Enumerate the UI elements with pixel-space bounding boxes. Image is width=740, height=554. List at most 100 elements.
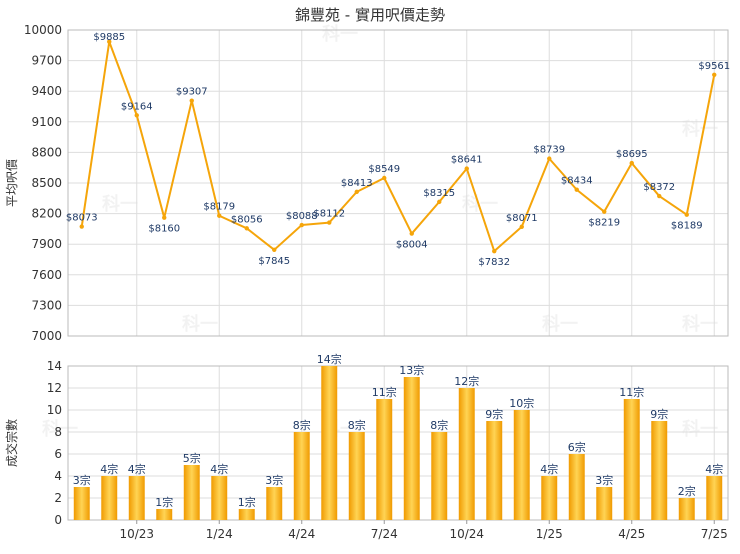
volume-y-tick: 10 xyxy=(47,403,62,417)
price-y-tick: 8200 xyxy=(31,207,62,221)
x-tick-label: 4/24 xyxy=(288,527,315,541)
volume-bar xyxy=(678,498,695,520)
volume-bar xyxy=(541,476,558,520)
volume-data-label: 12宗 xyxy=(454,374,479,388)
volume-data-label: 14宗 xyxy=(317,352,342,366)
watermark-text: 科一 xyxy=(42,418,78,440)
price-data-label: $8549 xyxy=(368,164,400,175)
volume-bar xyxy=(486,421,503,520)
price-point xyxy=(602,209,607,214)
volume-y-tick: 0 xyxy=(54,513,62,527)
price-point xyxy=(327,220,332,225)
volume-bar xyxy=(266,487,283,520)
volume-bar xyxy=(348,432,365,520)
price-point xyxy=(189,98,194,103)
volume-bar xyxy=(238,509,255,520)
price-data-label: $9307 xyxy=(176,87,208,98)
price-point xyxy=(519,224,524,229)
x-tick-label: 1/24 xyxy=(206,527,233,541)
price-y-tick: 9100 xyxy=(31,115,62,129)
watermark-text: 科一 xyxy=(682,418,718,440)
volume-data-label: 13宗 xyxy=(399,363,424,377)
volume-bar xyxy=(568,454,585,520)
volume-plot-frame xyxy=(67,365,729,521)
volume-data-label: 8宗 xyxy=(348,418,366,432)
volume-y-tick: 2 xyxy=(54,491,62,505)
x-tick-label: 7/25 xyxy=(701,527,728,541)
price-data-label: $8160 xyxy=(148,224,180,235)
price-series-line xyxy=(80,40,716,253)
price-point xyxy=(162,215,167,220)
volume-data-label: 4宗 xyxy=(540,462,558,476)
volume-bar xyxy=(623,399,640,520)
price-point xyxy=(299,222,304,228)
volume-bar xyxy=(101,476,118,520)
volume-bar xyxy=(458,388,475,520)
volume-bar xyxy=(706,476,723,520)
chart-title: 錦豐苑 - 實用呎價走勢 xyxy=(295,6,445,24)
volume-data-label: 11宗 xyxy=(372,385,397,399)
watermark-text: 科一 xyxy=(102,193,138,215)
price-point xyxy=(244,226,249,231)
volume-bar xyxy=(211,476,228,520)
volume-panel: 0 2 4 6 8 10 12 14 成交宗數 3宗 4宗 4宗 1宗 5宗 4宗 1宗 3宗 8宗 14宗 8宗 11… xyxy=(4,352,729,541)
price-point xyxy=(492,248,497,254)
watermark-text: 科一 xyxy=(322,23,358,45)
price-data-label: $8088 xyxy=(286,211,318,222)
volume-data-label: 9宗 xyxy=(485,407,503,421)
price-point xyxy=(409,231,414,236)
volume-bar xyxy=(376,399,393,520)
volume-bar xyxy=(403,377,420,520)
price-point xyxy=(712,72,717,77)
price-y-tick: 7900 xyxy=(31,237,62,251)
volume-data-label: 8宗 xyxy=(293,418,311,432)
volume-data-label: 4宗 xyxy=(128,462,146,476)
price-y-tick: 8800 xyxy=(31,145,62,159)
x-tick-label: 7/24 xyxy=(371,527,398,541)
volume-data-label: 3宗 xyxy=(73,473,91,487)
volume-bar xyxy=(183,465,200,520)
price-y-tick: 7000 xyxy=(31,329,62,343)
x-tick-label: 10/24 xyxy=(449,527,484,541)
price-data-label: $9885 xyxy=(93,32,125,43)
watermark-text: 科一 xyxy=(682,118,718,140)
volume-y-tick: 8 xyxy=(54,425,62,439)
price-point xyxy=(354,189,359,195)
volume-bar xyxy=(128,476,145,520)
volume-y-tick: 12 xyxy=(47,381,62,395)
price-y-tick: 8500 xyxy=(31,176,62,190)
volume-data-label: 3宗 xyxy=(265,473,283,487)
volume-data-label: 11宗 xyxy=(619,385,644,399)
price-point xyxy=(107,39,112,44)
watermark-text: 科一 xyxy=(682,313,718,335)
price-point xyxy=(382,175,387,181)
volume-data-label: 6宗 xyxy=(568,440,586,454)
price-point xyxy=(79,224,84,229)
volume-y-tick: 6 xyxy=(54,447,62,461)
price-data-label: $9561 xyxy=(698,61,730,72)
price-data-label: $8073 xyxy=(66,213,98,224)
price-point xyxy=(272,247,277,253)
price-point xyxy=(134,113,139,118)
volume-data-label: 10宗 xyxy=(509,396,534,410)
volume-data-label: 4宗 xyxy=(100,462,118,476)
volume-bar xyxy=(293,432,310,520)
volume-data-label: 1宗 xyxy=(238,495,256,509)
volume-bar xyxy=(596,487,613,520)
price-point xyxy=(464,166,469,171)
price-plot-frame xyxy=(67,29,729,337)
volume-data-label: 4宗 xyxy=(210,462,228,476)
price-point xyxy=(547,156,552,161)
volume-bar xyxy=(651,421,668,520)
price-y-axis-label: 平均呎價 xyxy=(5,159,19,207)
price-data-label: $8112 xyxy=(313,209,345,220)
price-point xyxy=(684,212,689,217)
volume-y-tick: 4 xyxy=(54,469,62,483)
price-point xyxy=(629,160,634,166)
price-data-label: $8071 xyxy=(506,213,538,224)
price-data-label: $8179 xyxy=(203,202,235,213)
price-point xyxy=(574,187,579,192)
volume-data-label: 1宗 xyxy=(155,495,173,509)
